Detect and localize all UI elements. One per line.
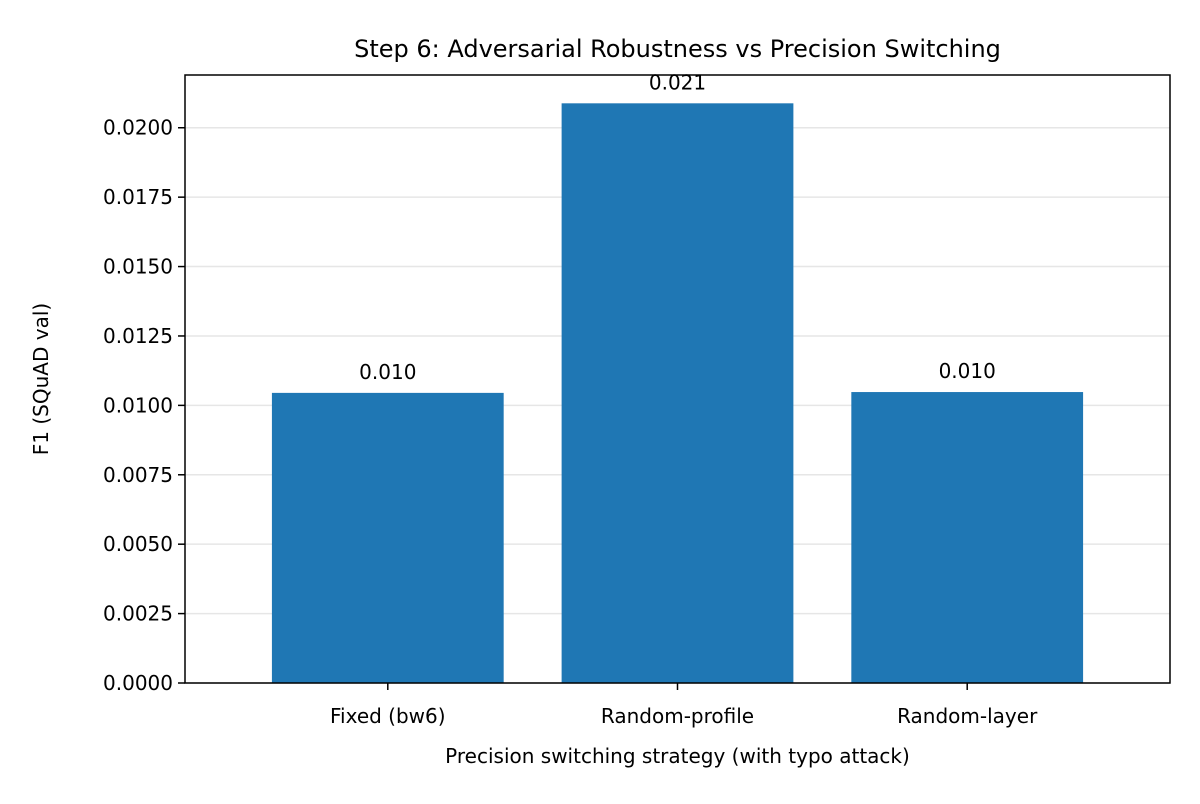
x-axis-ticks: Fixed (bw6) Random-profile Random-layer: [330, 683, 1038, 728]
y-tick-label: 0.0125: [103, 324, 173, 348]
y-tick-label: 0.0075: [103, 463, 173, 487]
y-tick-label: 0.0175: [103, 185, 173, 209]
bar-0: [271, 392, 504, 683]
y-axis-ticks: 0.0000 0.0025 0.0050 0.0075 0.0100 0.0125 0.01…: [103, 116, 185, 695]
bar-1: [561, 103, 794, 683]
x-tick-label: Random-layer: [897, 704, 1038, 728]
y-tick-label: 0.0100: [103, 393, 173, 417]
bar-2: [851, 392, 1084, 683]
y-tick-label: 0.0025: [103, 602, 173, 626]
bar-data-label: 0.021: [649, 70, 706, 94]
y-tick-label: 0.0200: [103, 116, 173, 140]
y-tick-label: 0.0150: [103, 255, 173, 279]
bar-data-label: 0.010: [939, 359, 996, 383]
y-axis-label: F1 (SQuAD val): [29, 303, 53, 455]
y-tick-label: 0.0050: [103, 532, 173, 556]
bar-data-label: 0.010: [359, 360, 416, 384]
data-labels: 0.010 0.021 0.010: [359, 70, 996, 384]
x-tick-label: Fixed (bw6): [330, 704, 446, 728]
y-tick-label: 0.0000: [103, 671, 173, 695]
x-tick-label: Random-profile: [601, 704, 754, 728]
x-axis-label: Precision switching strategy (with typo …: [445, 744, 910, 768]
bars: [271, 103, 1084, 683]
chart-title: Step 6: Adversarial Robustness vs Precis…: [354, 35, 1001, 63]
